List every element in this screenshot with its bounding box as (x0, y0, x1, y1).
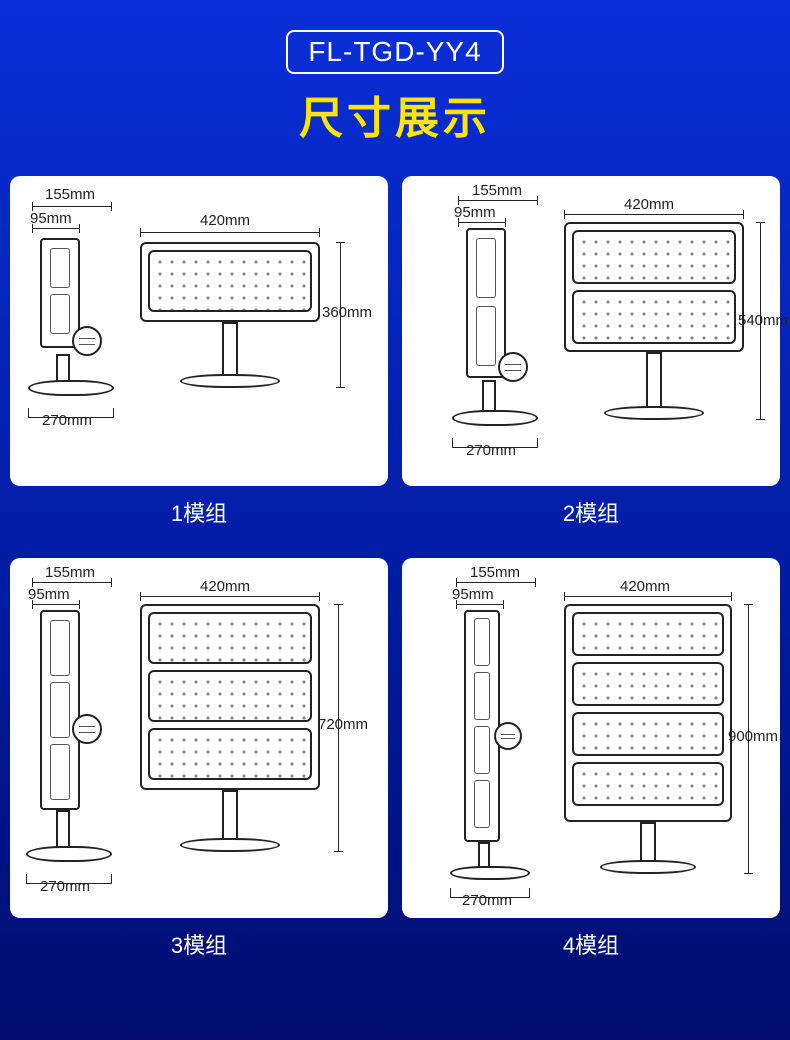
card-label-2: 2模组 (402, 496, 780, 528)
base (26, 846, 112, 862)
stand-base (180, 838, 280, 852)
module-cell-2: 155mm 95mm 420mm (402, 176, 780, 544)
module-row (572, 290, 736, 344)
card-3: 155mm 95mm 420mm (10, 558, 388, 918)
dim-base: 270mm (42, 412, 92, 429)
dim-top1: 155mm (45, 564, 95, 581)
dim-panelw: 420mm (624, 196, 674, 213)
diagram-4: 155mm 95mm 420mm (402, 558, 780, 918)
card-label-1: 1模组 (10, 496, 388, 528)
dim-height: 360mm (322, 304, 372, 321)
hub-icon (494, 722, 522, 750)
dimline (32, 604, 80, 605)
dim-top1: 155mm (472, 182, 522, 199)
panel-front (564, 222, 744, 352)
stand-base (180, 374, 280, 388)
card-1: 155mm 95mm 420mm (10, 176, 388, 486)
panel-front (140, 242, 320, 322)
diagram-3: 155mm 95mm 420mm (10, 558, 388, 918)
side-view (40, 610, 80, 810)
module-cell-1: 155mm 95mm 420mm (10, 176, 388, 544)
side-view (466, 228, 506, 378)
dimline (458, 200, 538, 201)
dim-height: 720mm (318, 716, 368, 733)
stand-post (222, 790, 238, 842)
module-row (148, 250, 312, 312)
dimline (458, 222, 506, 223)
dim-panelw: 420mm (200, 578, 250, 595)
model-badge: FL-TGD-YY4 (286, 30, 503, 74)
dim-top1: 155mm (470, 564, 520, 581)
dim-height: 540mm (738, 312, 788, 329)
dim-panelw: 420mm (620, 578, 670, 595)
module-row (148, 670, 312, 722)
dimline (456, 604, 504, 605)
module-grid: 155mm 95mm 420mm (0, 176, 790, 976)
stand-base (600, 860, 696, 874)
dimline (564, 214, 744, 215)
dimline (564, 596, 732, 597)
dim-base: 270mm (466, 442, 516, 459)
dimline (140, 596, 320, 597)
module-row (572, 230, 736, 284)
module-row (572, 612, 724, 656)
card-label-4: 4模组 (402, 928, 780, 960)
card-4: 155mm 95mm 420mm (402, 558, 780, 918)
dim-top2: 95mm (28, 586, 70, 603)
base (452, 410, 538, 426)
dim-top1: 155mm (45, 186, 95, 203)
stand-post (640, 822, 656, 864)
module-row (572, 662, 724, 706)
module-row (148, 612, 312, 664)
title: 尺寸展示 (0, 82, 790, 146)
module-row (148, 728, 312, 780)
module-row (572, 712, 724, 756)
post (56, 810, 70, 850)
module-cell-3: 155mm 95mm 420mm (10, 558, 388, 976)
hub-icon (498, 352, 528, 382)
dimline (140, 232, 320, 233)
stand-post (222, 322, 238, 378)
panel-front (564, 604, 732, 822)
diagram-1: 155mm 95mm 420mm (10, 176, 388, 486)
module-cell-4: 155mm 95mm 420mm (402, 558, 780, 976)
dim-top2: 95mm (452, 586, 494, 603)
dimline (456, 582, 536, 583)
module-row (572, 762, 724, 806)
card-label-3: 3模组 (10, 928, 388, 960)
header: FL-TGD-YY4 尺寸展示 (0, 30, 790, 146)
hub-icon (72, 714, 102, 744)
panel-front (140, 604, 320, 790)
dim-top2: 95mm (30, 210, 72, 227)
dim-height: 900mm (728, 728, 778, 745)
hub-icon (72, 326, 102, 356)
dim-base: 270mm (40, 878, 90, 895)
stand-post (646, 352, 662, 410)
post (482, 380, 496, 414)
base (450, 866, 530, 880)
dim-top2: 95mm (454, 204, 496, 221)
stand-base (604, 406, 704, 420)
dim-panelw: 420mm (200, 212, 250, 229)
base (28, 380, 114, 396)
side-view (464, 610, 500, 842)
dimline (32, 582, 112, 583)
dim-base: 270mm (462, 892, 512, 909)
card-2: 155mm 95mm 420mm (402, 176, 780, 486)
dimline (32, 228, 80, 229)
diagram-2: 155mm 95mm 420mm (402, 176, 780, 486)
dimline (32, 206, 112, 207)
